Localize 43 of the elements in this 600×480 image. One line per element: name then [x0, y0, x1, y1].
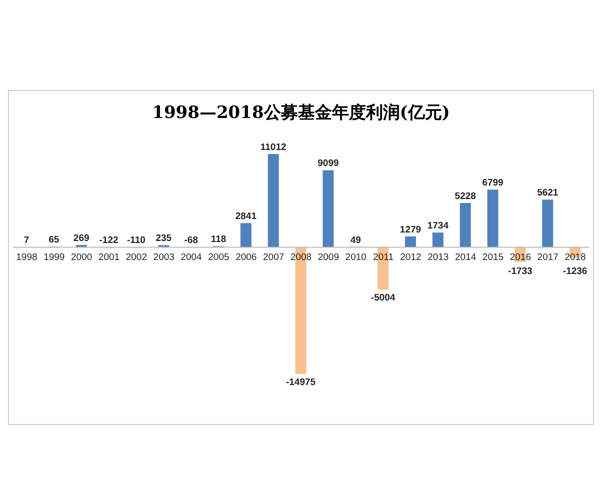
x-tick-label: 2003 — [153, 252, 174, 264]
data-label: 2841 — [235, 211, 258, 222]
x-tick-label: 1999 — [44, 252, 65, 264]
data-label: -1733 — [508, 266, 532, 278]
data-label: 1734 — [427, 220, 450, 232]
x-tick-label: 2010 — [345, 252, 366, 264]
data-label: 235 — [156, 233, 172, 244]
x-tick-label: 2006 — [236, 252, 257, 264]
x-tick-label: 2012 — [400, 252, 422, 264]
data-label: -5004 — [370, 292, 396, 304]
x-tick-label: 2005 — [208, 252, 230, 264]
x-tick-label: 2000 — [71, 252, 92, 264]
x-tick-label: 2011 — [373, 252, 394, 264]
x-tick-label: 2007 — [263, 252, 284, 264]
data-label: 118 — [210, 234, 226, 246]
data-label: 269 — [73, 232, 90, 244]
data-label: 1279 — [400, 224, 422, 236]
data-label: 5621 — [537, 188, 559, 199]
x-tick-label: 2004 — [180, 252, 202, 264]
data-label: 9099 — [318, 158, 339, 170]
x-tick-label: 2008 — [290, 252, 312, 264]
x-tick-label: 2016 — [510, 252, 531, 264]
data-label: -110 — [126, 235, 146, 246]
x-tick-label: 1998 — [16, 252, 38, 264]
data-label: -14975 — [286, 377, 316, 388]
x-tick-label: 2002 — [126, 252, 147, 264]
x-tick-label: 2015 — [482, 252, 504, 264]
x-tick-label: 2009 — [318, 252, 339, 264]
data-label: -68 — [184, 235, 198, 246]
data-label: 7 — [24, 235, 30, 246]
data-label: -122 — [99, 235, 118, 246]
data-label: 65 — [48, 234, 60, 246]
data-label: 5228 — [454, 190, 476, 202]
data-label: 49 — [350, 234, 361, 246]
data-label: 6799 — [482, 178, 504, 189]
chart-title: 1998—2018公募基金年度利润(亿元) — [151, 102, 451, 124]
data-label: -1236 — [562, 266, 588, 278]
data-label: 11012 — [260, 142, 286, 153]
x-tick-label: 2018 — [564, 252, 586, 264]
x-tick-label: 2017 — [537, 252, 558, 264]
x-tick-label: 2001 — [98, 252, 120, 264]
x-tick-label: 2013 — [428, 252, 449, 264]
x-tick-label: 2014 — [455, 252, 476, 264]
